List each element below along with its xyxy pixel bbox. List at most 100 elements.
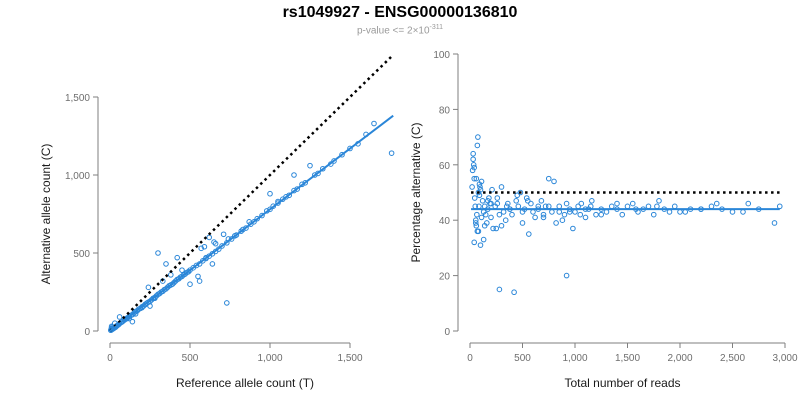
right-data-point	[469, 167, 476, 174]
right-data-point	[559, 217, 566, 223]
right-data-point	[488, 200, 494, 207]
right-data-point	[524, 198, 531, 204]
right-data-point	[511, 289, 517, 296]
right-data-point	[563, 272, 570, 279]
right-data-point	[540, 214, 547, 221]
left-data-point	[388, 150, 395, 156]
right-data-point	[471, 195, 478, 201]
left-y-tick-label: 500	[73, 249, 90, 260]
right-data-point	[598, 211, 605, 218]
right-data-point	[472, 217, 479, 223]
right-data-point	[470, 156, 476, 163]
right-data-point	[528, 200, 534, 207]
right-data-point	[475, 134, 481, 140]
left-data-point	[220, 231, 227, 238]
left-data-point	[302, 180, 309, 186]
left-data-point	[238, 228, 244, 234]
right-data-point	[515, 203, 522, 210]
pvalue-text: p-value <= 2×10	[356, 25, 430, 37]
figure-title: rs1049927 - ENSG00000136810	[282, 4, 518, 21]
left-data-point	[155, 250, 161, 256]
right-data-point	[682, 209, 689, 215]
right-data-point	[545, 175, 552, 182]
left-data-point	[331, 158, 337, 164]
figure-subtitle: p-value <= 2×10-311	[0, 24, 800, 36]
right-data-point	[477, 242, 484, 248]
right-data-point	[477, 184, 483, 190]
left-data-point	[371, 120, 377, 127]
right-data-point	[475, 189, 482, 196]
right-data-point	[608, 203, 615, 210]
right-data-point	[530, 209, 536, 215]
right-data-point	[488, 214, 494, 221]
left-y-axis-title: Alternative allele count (C)	[39, 144, 53, 285]
left-data-point	[259, 212, 265, 219]
right-data-point	[513, 198, 520, 204]
left-data-point	[228, 236, 235, 242]
left-data-point	[280, 196, 286, 202]
left-data-point	[198, 245, 204, 252]
right-data-point	[776, 203, 783, 210]
right-x-tick-label: 2,500	[720, 353, 745, 364]
right-data-point	[505, 200, 511, 207]
right-data-point	[593, 211, 599, 218]
left-data-point	[206, 234, 212, 241]
right-y-axis-title: Percentage alternative (C)	[409, 122, 423, 262]
left-data-point	[291, 172, 297, 178]
right-data-point	[471, 164, 478, 171]
left-data-point	[196, 278, 203, 284]
right-data-point	[549, 209, 555, 215]
right-data-point	[502, 217, 509, 223]
right-x-tick-label: 500	[514, 353, 531, 364]
left-data-point	[145, 284, 152, 291]
right-data-point	[570, 225, 576, 232]
right-x-tick-label: 3,000	[772, 353, 797, 364]
right-data-point	[514, 192, 521, 199]
right-data-point	[494, 200, 501, 207]
left-data-point	[203, 254, 209, 261]
right-data-point	[578, 200, 585, 207]
left-data-point	[294, 186, 301, 192]
right-data-point	[561, 211, 568, 218]
right-data-point	[474, 228, 481, 235]
right-data-point	[503, 203, 510, 210]
left-data-point	[307, 162, 313, 169]
left-data-point	[163, 286, 169, 292]
right-data-point	[473, 175, 480, 182]
right-y-tick-label: 40	[439, 216, 451, 227]
left-data-point	[174, 254, 180, 261]
right-data-point	[745, 200, 752, 207]
right-x-tick-label: 0	[467, 353, 473, 364]
left-data-point	[179, 267, 185, 273]
left-data-point	[267, 190, 273, 197]
right-data-point	[472, 220, 479, 226]
left-data-point	[219, 243, 225, 249]
left-x-tick-label: 0	[107, 353, 113, 364]
right-x-axis-title: Total number of reads	[564, 376, 680, 390]
left-data-point	[195, 273, 201, 280]
right-data-point	[496, 211, 503, 218]
right-data-point	[471, 239, 478, 246]
left-data-point	[211, 239, 217, 245]
left-data-point	[171, 279, 177, 286]
right-data-point	[603, 209, 610, 215]
right-data-point	[708, 203, 715, 210]
right-data-point	[500, 209, 507, 215]
right-data-point	[480, 236, 487, 243]
left-x-axis-title: Reference allele count (T)	[176, 376, 314, 390]
left-data-point	[347, 145, 353, 152]
right-data-point	[523, 195, 530, 201]
right-data-point	[519, 220, 526, 226]
right-data-point	[666, 209, 673, 215]
right-y-tick-label: 60	[439, 161, 451, 172]
left-data-point	[187, 281, 193, 288]
left-x-tick-label: 500	[182, 353, 199, 364]
right-data-point	[478, 214, 485, 221]
left-data-point	[232, 233, 238, 239]
right-x-tick-label: 1,500	[615, 353, 640, 364]
right-data-point	[496, 286, 503, 293]
left-fit-line	[109, 114, 394, 332]
right-data-point	[619, 211, 626, 218]
right-x-tick-label: 1,000	[562, 353, 587, 364]
